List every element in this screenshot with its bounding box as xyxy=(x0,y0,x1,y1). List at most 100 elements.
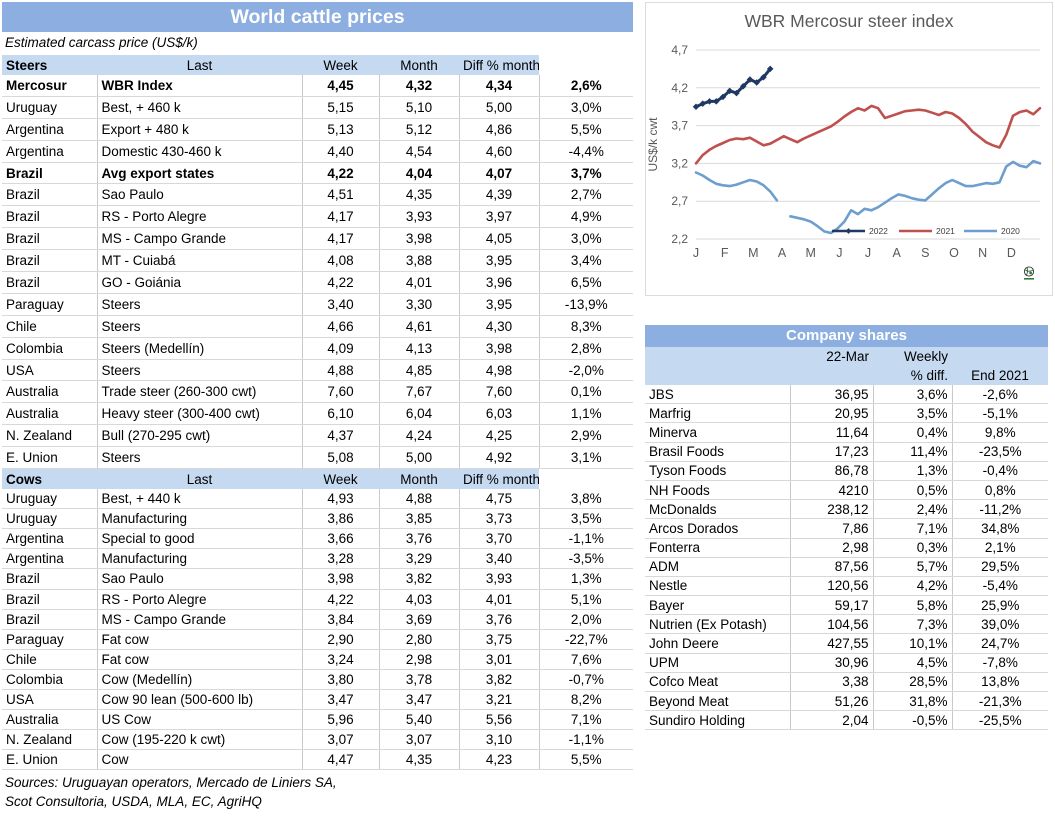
last-cell: 4,88 xyxy=(302,359,380,382)
country-cell: Colombia xyxy=(2,669,98,690)
last-cell: 4,17 xyxy=(302,205,380,229)
week-cell: 7,67 xyxy=(379,380,460,404)
price-row: Brazil RS - Porto Alegre 4,22 4,03 4,01 5,1% xyxy=(2,589,633,610)
end-2021-cell: 2,1% xyxy=(952,538,1048,558)
shares-title: Company shares xyxy=(645,325,1048,347)
last-cell: 4,40 xyxy=(302,140,380,163)
company-name-cell: Sundiro Holding xyxy=(645,710,791,731)
y-tick-label: 3,7 xyxy=(671,119,688,133)
country-cell: Uruguay xyxy=(2,489,98,510)
last-cell: 3,84 xyxy=(302,609,380,630)
share-row: Marfrig 20,95 3,5% -5,1% xyxy=(645,403,1048,424)
last-cell: 3,80 xyxy=(302,669,380,690)
share-row: John Deere 427,55 10,1% 24,7% xyxy=(645,633,1048,654)
price-cell: 30,96 xyxy=(790,653,874,673)
month-cell: 6,03 xyxy=(459,402,540,426)
last-cell: 4,45 xyxy=(302,75,380,97)
diff-cell: 3,0% xyxy=(539,96,633,119)
month-cell: 3,01 xyxy=(459,649,540,670)
country-cell: N. Zealand xyxy=(2,424,98,448)
item-cell: Steers xyxy=(97,446,303,470)
price-cell: 20,95 xyxy=(790,403,874,424)
column-header-week: Week xyxy=(302,55,379,75)
price-row: Argentina Export + 480 k 5,13 5,12 4,86 5,5% xyxy=(2,118,633,141)
column-header-diff-month: Diff % month xyxy=(459,468,539,490)
item-cell: MS - Campo Grande xyxy=(97,609,303,630)
item-cell: Cow xyxy=(97,749,303,771)
month-cell: 3,70 xyxy=(459,528,540,550)
share-row: Bayer 59,17 5,8% 25,9% xyxy=(645,595,1048,616)
sources-line-2: Scot Consultoria, USDA, MLA, EC, AgriHQ xyxy=(5,794,262,810)
price-row: Brazil Sao Paulo 3,98 3,82 3,93 1,3% xyxy=(2,568,633,590)
country-cell: Colombia xyxy=(2,337,98,360)
item-cell: Steers xyxy=(97,293,303,316)
section-label: Cows xyxy=(2,468,97,490)
company-name-cell: Cofco Meat xyxy=(645,672,791,693)
diff-cell: 2,6% xyxy=(539,75,633,97)
y-axis-title: US$/k cwt xyxy=(646,117,660,172)
last-cell: 4,93 xyxy=(302,489,380,510)
weekly-diff-cell: 7,3% xyxy=(873,614,953,635)
diff-cell: 3,8% xyxy=(539,489,633,510)
company-name-cell: Nestle xyxy=(645,576,791,597)
last-cell: 4,22 xyxy=(302,589,380,610)
country-cell: N. Zealand xyxy=(2,729,98,751)
item-cell: Sao Paulo xyxy=(97,183,303,207)
month-cell: 3,95 xyxy=(459,293,540,316)
weekly-diff-cell: 0,3% xyxy=(873,538,953,558)
item-cell: Best, + 440 k xyxy=(97,489,303,510)
price-cell: 238,12 xyxy=(790,499,874,520)
diff-cell: 1,3% xyxy=(539,568,633,590)
mercosur-steer-index-chart: 2,2 2,7 3,2 3,7 4,2 4,7 J F M A M J J A S O N D US$/k cwt 2… xyxy=(646,43,1042,260)
country-cell: Australia xyxy=(2,709,98,731)
column-header-last: Last xyxy=(97,55,302,75)
y-tick-label: 3,2 xyxy=(671,156,688,170)
country-cell: Argentina xyxy=(2,548,98,570)
week-cell: 4,04 xyxy=(379,162,460,185)
shares-header-row-2: % diff. End 2021 xyxy=(645,366,1048,385)
country-cell: Chile xyxy=(2,649,98,670)
weekly-diff-cell: 28,5% xyxy=(873,672,953,693)
diff-cell: 2,9% xyxy=(539,424,633,448)
price-row: USA Cow 90 lean (500-600 lb) 3,47 3,47 3,21 8… xyxy=(2,689,633,711)
last-cell: 5,13 xyxy=(302,118,380,141)
end-2021-cell: 34,8% xyxy=(952,518,1048,539)
country-cell: Uruguay xyxy=(2,508,98,530)
end-2021-cell: -11,2% xyxy=(952,499,1048,520)
last-cell: 3,66 xyxy=(302,528,380,550)
item-cell: MS - Campo Grande xyxy=(97,227,303,251)
month-cell: 7,60 xyxy=(459,380,540,404)
diff-cell: 7,6% xyxy=(539,649,633,670)
x-tick-label: A xyxy=(892,246,901,260)
price-cell: 7,86 xyxy=(790,518,874,539)
price-cell: 51,26 xyxy=(790,691,874,712)
month-cell: 3,82 xyxy=(459,669,540,690)
price-cell: 11,64 xyxy=(790,422,874,443)
week-cell: 4,35 xyxy=(379,749,460,771)
country-cell: Brazil xyxy=(2,568,98,590)
price-row: Paraguay Steers 3,40 3,30 3,95 -13,9% xyxy=(2,293,633,316)
x-tick-label: J xyxy=(693,246,699,260)
price-row: Australia Trade steer (260-300 cwt) 7,60 7,… xyxy=(2,380,633,404)
share-row: McDonalds 238,12 2,4% -11,2% xyxy=(645,499,1048,520)
item-cell: GO - Goiánia xyxy=(97,271,303,294)
month-cell: 4,75 xyxy=(459,489,540,510)
price-cell: 59,17 xyxy=(790,595,874,616)
item-cell: Cow (Medellín) xyxy=(97,669,303,690)
country-cell: USA xyxy=(2,689,98,711)
x-tick-label: S xyxy=(921,246,929,260)
price-row: Chile Fat cow 3,24 2,98 3,01 7,6% xyxy=(2,649,633,670)
company-name-cell: McDonalds xyxy=(645,499,791,520)
country-cell: Brazil xyxy=(2,609,98,630)
diff-cell: 5,1% xyxy=(539,589,633,610)
week-cell: 4,54 xyxy=(379,140,460,163)
diff-cell: -2,0% xyxy=(539,359,633,382)
item-cell: Cow 90 lean (500-600 lb) xyxy=(97,689,303,711)
country-cell: Brazil xyxy=(2,183,98,207)
company-name-cell: Bayer xyxy=(645,595,791,616)
last-cell: 3,28 xyxy=(302,548,380,570)
series-2021-line xyxy=(694,104,1042,165)
share-row: Nutrien (Ex Potash) 104,56 7,3% 39,0% xyxy=(645,614,1048,635)
week-cell: 4,13 xyxy=(379,337,460,360)
weekly-diff-cell: 31,8% xyxy=(873,691,953,712)
